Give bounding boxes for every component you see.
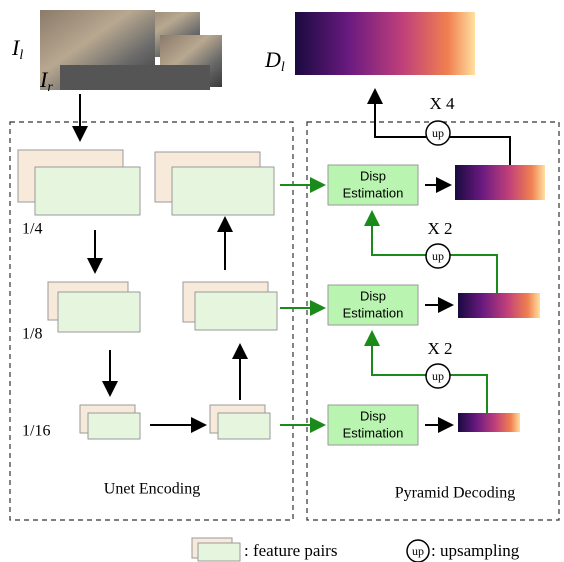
legend-icon	[198, 543, 240, 561]
upsample-factor: X 4	[429, 94, 455, 113]
legend-label: : feature pairs	[244, 541, 337, 560]
section-label: Unet Encoding	[104, 481, 200, 498]
output-label: Dl	[264, 47, 285, 75]
up-label: up	[432, 369, 444, 383]
disp-label: Estimation	[343, 425, 404, 440]
scale-label: 1/16	[22, 423, 50, 440]
feature-pairs	[18, 150, 277, 439]
up-label: up	[412, 544, 424, 558]
up-label: up	[432, 126, 444, 140]
disp-label: Disp	[360, 168, 386, 183]
scale-label: 1/8	[22, 326, 42, 343]
skip-arrows	[280, 185, 324, 425]
section-label: Pyramid Decoding	[395, 485, 515, 502]
output-map	[295, 12, 475, 75]
up-label: up	[432, 249, 444, 263]
input-left: Il	[11, 35, 23, 63]
disp-label: Disp	[360, 288, 386, 303]
disp-label: Disp	[360, 408, 386, 423]
disp-label: Estimation	[343, 185, 404, 200]
upsample-factor: X 2	[427, 339, 452, 358]
scale-label: 1/4	[22, 221, 42, 238]
disp-label: Estimation	[343, 305, 404, 320]
upsample-factor: X 2	[427, 219, 452, 238]
legend-label: : upsampling	[431, 541, 520, 560]
input-images	[40, 10, 222, 90]
disp-maps	[455, 165, 545, 432]
diagram: Il Ir Dl 1/4 1/8 1/16 Disp Estimation Di…	[0, 0, 564, 562]
